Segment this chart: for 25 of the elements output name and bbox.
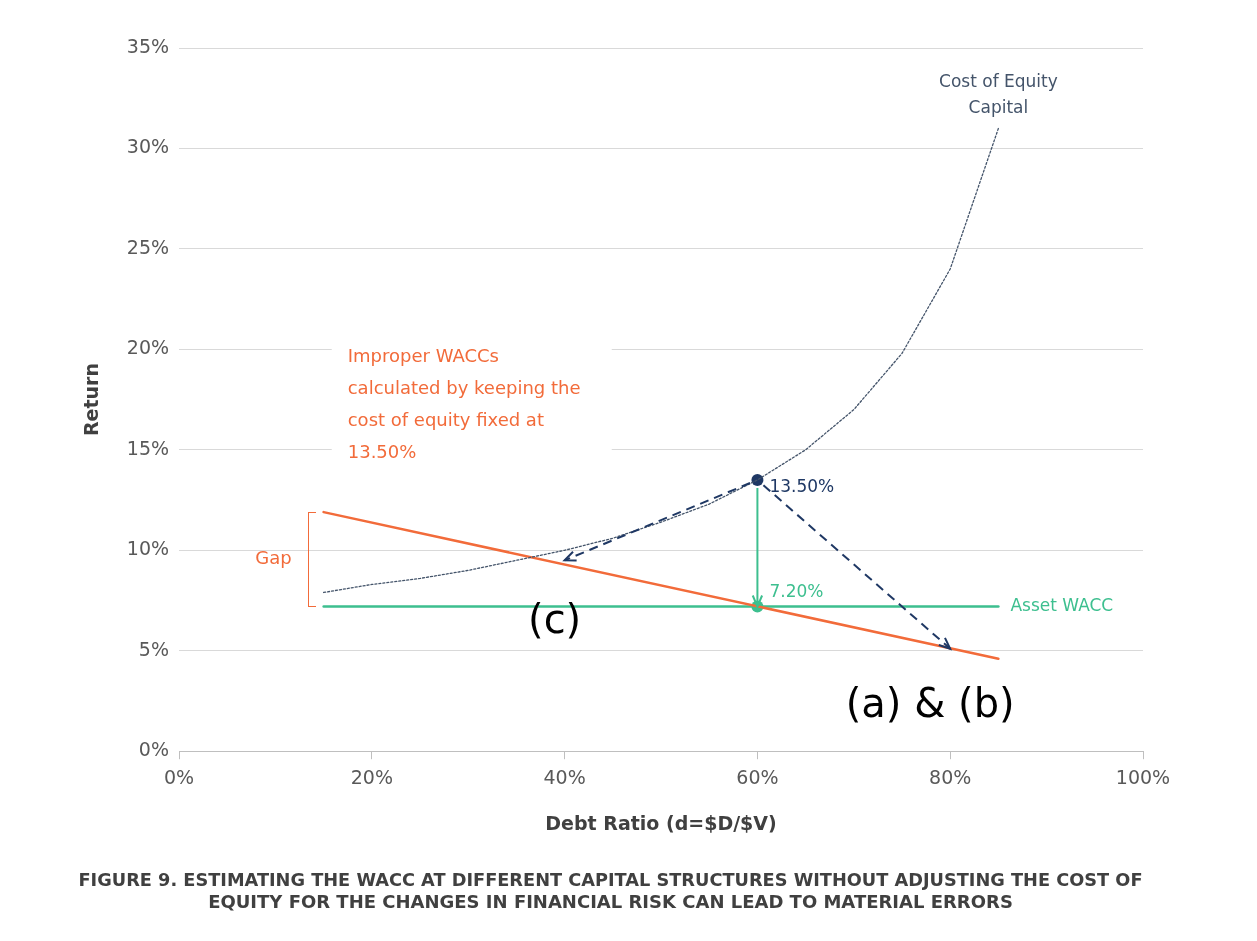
y-tick-label: 5% — [138, 637, 170, 660]
series-label: Asset WACC — [1010, 594, 1114, 615]
y-tick-label: 30% — [126, 135, 170, 158]
x-tick-label: 0% — [163, 765, 195, 788]
x-tick-label: 100% — [1115, 765, 1171, 788]
x-tick-label: 60% — [736, 765, 779, 788]
annotation: Improper WACCs calculated by keeping the cost of equity fixed at 13.50% — [347, 345, 581, 463]
x-tick-label: 80% — [929, 765, 972, 788]
annotation: Gap — [255, 547, 292, 568]
text: Cost of Equity Capital — [939, 70, 1058, 117]
x-tick-label: 40% — [543, 765, 586, 788]
y-tick-label: 0% — [138, 738, 170, 761]
y-tick-label: 25% — [126, 235, 170, 258]
x-tick-label: 20% — [350, 765, 393, 788]
annotation: 13.50% — [769, 476, 835, 497]
y-axis-title: Return — [80, 363, 103, 437]
y-tick-label: 10% — [126, 537, 170, 560]
y-tick-label: 15% — [126, 436, 170, 459]
y-tick-label: 20% — [126, 336, 170, 359]
annotation: (a) & (b) — [845, 680, 1015, 727]
y-tick-label: 35% — [126, 34, 170, 57]
annotation: (c) — [528, 595, 582, 642]
x-axis-title: Debt Ratio (d=$D/$V) — [545, 812, 777, 835]
annotation: 7.20% — [769, 580, 824, 601]
text: FIGURE 9. ESTIMATING THE WACC AT DIFFERENT CAPITAL STRUCTURES WITHOUT ADJUSTING THE COST OF EQUITY FOR THE CHANGES IN FINANCIAL RISK CAN LEAD TO MATERIAL ERRORS — [78, 869, 1143, 912]
